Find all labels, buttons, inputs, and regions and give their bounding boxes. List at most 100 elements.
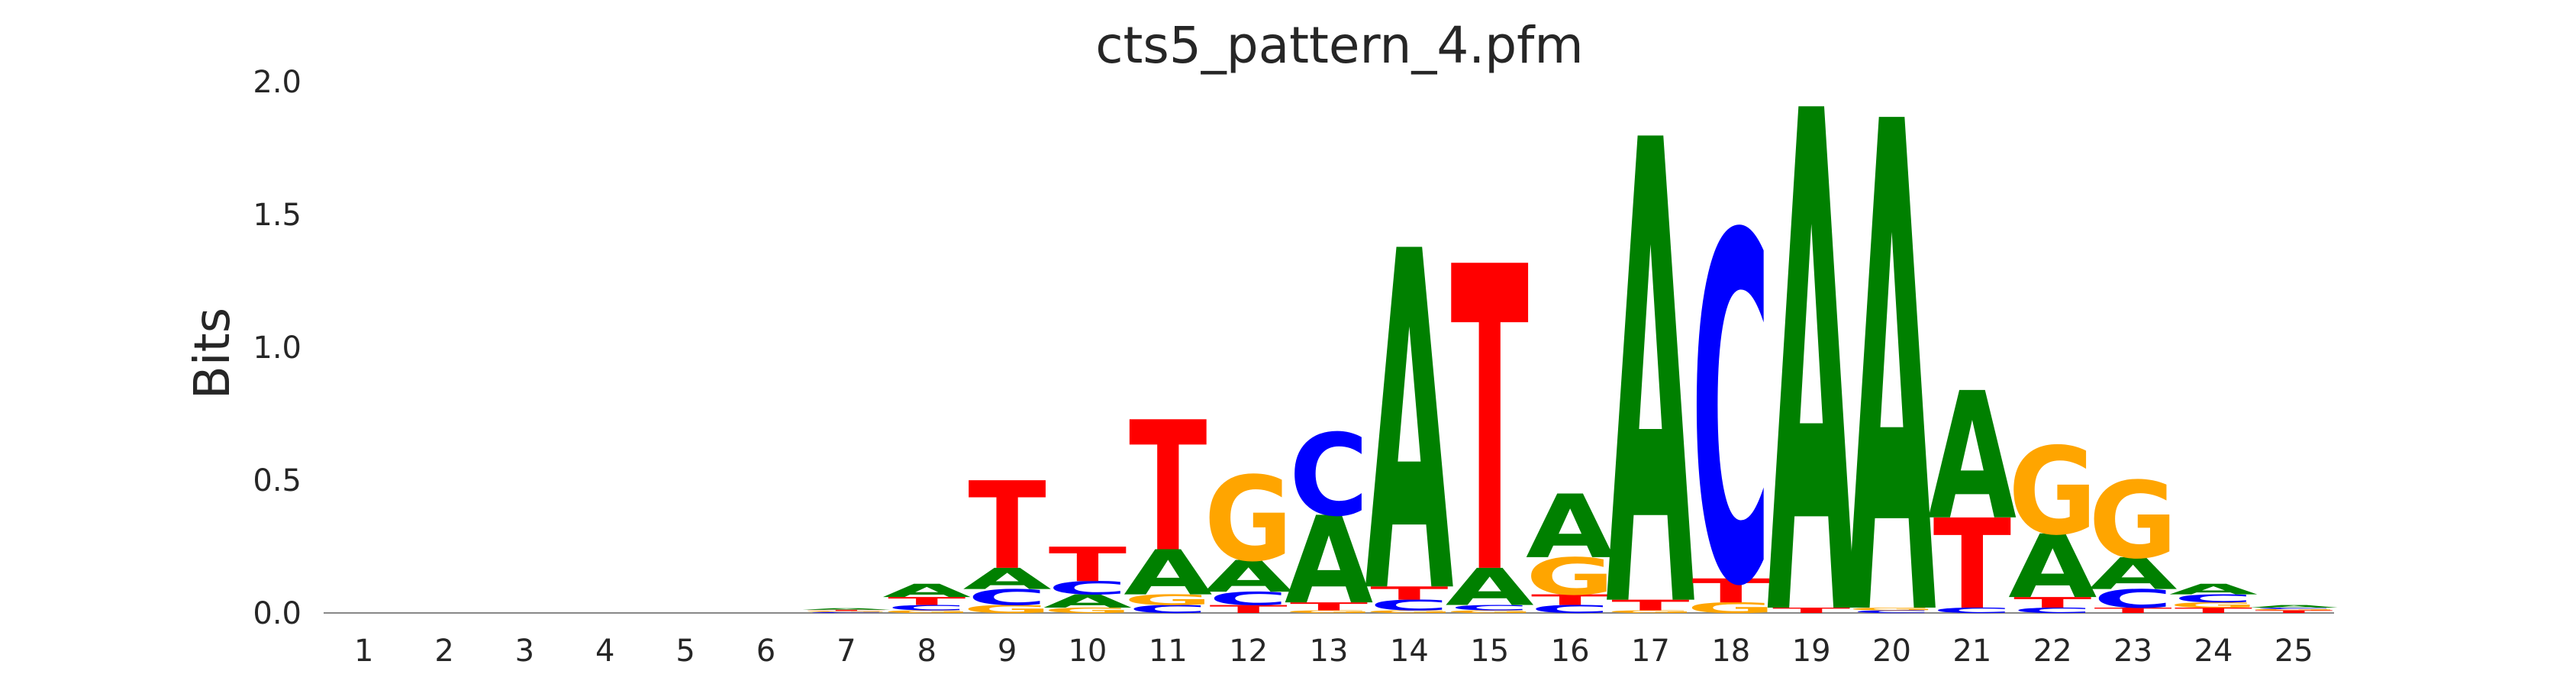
x-tick-label: 21 [1952, 634, 1991, 669]
logo-letter-a: A [1043, 591, 1132, 612]
logo-letter-a: A [1526, 476, 1614, 578]
logo-letter-a: A [1928, 355, 2017, 559]
x-tick-label: 22 [2033, 634, 2072, 669]
logo-letter-g: G [1847, 607, 1936, 611]
y-tick-label: 2.0 [253, 65, 301, 100]
x-tick-label: 12 [1229, 634, 1268, 669]
logo-letter-c: C [968, 585, 1047, 610]
logo-letter-c: C [807, 611, 886, 613]
logo-letter-g: G [882, 610, 971, 614]
x-tick-label: 7 [837, 634, 856, 669]
logo-letter-g: G [2249, 608, 2338, 611]
logo-letter-t: T [2094, 606, 2171, 614]
x-tick-label: 1 [354, 634, 373, 669]
logo-letter-a: A [2169, 581, 2258, 598]
x-tick-label: 13 [1310, 634, 1349, 669]
logo-letter-c: C [1933, 606, 2012, 614]
logo-letter-c: C [1852, 610, 1932, 614]
y-tick-label: 0.5 [253, 463, 301, 498]
chart-title: cts5_pattern_4.pfm [1095, 16, 1583, 75]
x-tick-label: 14 [1390, 634, 1429, 669]
x-tick-label: 6 [756, 634, 775, 669]
logo-letter-g: G [802, 611, 891, 612]
logo-letter-g: G [962, 603, 1051, 616]
logo-letter-a: A [2008, 517, 2097, 618]
logo-letter-t: T [1209, 603, 1288, 616]
logo-letter-a: A [1124, 537, 1212, 609]
x-axis-ticks: 1 2 3 4 5 6 7 8 9 10 11 12 13 14 15 16 17 18 19 20 21 22 23 24 2… [354, 634, 2313, 669]
logo-letter-t: T [1933, 493, 2011, 637]
x-tick-label: 24 [2194, 634, 2233, 669]
logo-letter-g: G [2008, 422, 2097, 562]
logo-letter-t: T [808, 609, 885, 611]
x-tick-label: 19 [1792, 634, 1831, 669]
logo-letter-g: G [2089, 459, 2178, 582]
logo-letter-c: C [1209, 588, 1288, 609]
x-tick-label: 20 [1872, 634, 1911, 669]
logo-letter-t: T [888, 595, 966, 608]
y-axis-label: Bits [185, 308, 241, 399]
logo-letter-g: G [1687, 599, 1775, 616]
x-tick-label: 25 [2275, 634, 2313, 669]
logo-letter-a: A [2089, 549, 2178, 599]
logo-letter-a: A [2249, 605, 2338, 609]
logo-letter-a: A [1606, 10, 1695, 687]
logo-letter-a: A [1767, 0, 1856, 687]
logo-letter-t: T [1611, 597, 1689, 614]
logo-letter-c: C [887, 604, 966, 612]
x-tick-label: 9 [998, 634, 1017, 669]
logo-letter-c: C [2254, 608, 2333, 610]
x-tick-label: 16 [1551, 634, 1590, 669]
x-tick-label: 23 [2113, 634, 2152, 669]
logo-letter-a: A [1204, 551, 1293, 602]
logo-letter-c: C [2174, 592, 2253, 605]
logo-letter-g: G [1606, 610, 1694, 614]
logo-letter-g: G [1204, 451, 1293, 587]
logo-letter-t: T [1370, 583, 1448, 605]
logo-letter-c: C [1128, 603, 1207, 616]
logo-letter-g: G [1043, 606, 1132, 614]
logo-letter-t: T [2255, 610, 2333, 614]
y-axis-ticks: 0.0 0.5 1.0 1.5 2.0 [253, 65, 301, 631]
logo-letter-g: G [1446, 610, 1534, 614]
x-tick-label: 15 [1470, 634, 1509, 669]
y-tick-label: 0.0 [253, 596, 301, 631]
logo-letter-g: G [1365, 610, 1453, 614]
logo-letter-g: G [1526, 547, 1614, 607]
x-tick-label: 4 [595, 634, 614, 669]
logo-letter-a: A [882, 580, 971, 602]
y-tick-label: 1.0 [253, 331, 301, 366]
logo-letter-c: C [1289, 411, 1369, 542]
logo-letter-g: G [1285, 610, 1373, 614]
logo-letter-c: C [1530, 603, 1610, 616]
logo-letter-c: C [1048, 578, 1127, 599]
logo-letter-t: T [1772, 606, 1850, 614]
logo-letter-g: G [1124, 592, 1212, 608]
logo-letter-t: T [1531, 592, 1609, 608]
logo-letter-t: T [2175, 606, 2252, 614]
logo-letter-c: C [1691, 136, 1771, 687]
x-tick-label: 17 [1631, 634, 1670, 669]
logo-letter-c: C [2013, 606, 2092, 614]
x-tick-label: 2 [434, 634, 453, 669]
logo-letter-a: A [1847, 0, 1936, 687]
logo-letter-c: C [1369, 597, 1449, 614]
logo-letter-t: T [1290, 600, 1369, 613]
logo-letter-t: T [1129, 385, 1207, 592]
logo-letter-t: T [2013, 595, 2091, 611]
y-tick-label: 1.5 [253, 198, 301, 233]
x-tick-label: 11 [1149, 634, 1188, 669]
x-tick-label: 3 [515, 634, 534, 669]
logo-letter-g: G [2169, 601, 2258, 609]
x-tick-label: 8 [917, 634, 936, 669]
logo-letter-t: T [1451, 179, 1530, 666]
logo-letter-c: C [1450, 604, 1530, 612]
logo-letter-c: C [2094, 585, 2173, 614]
x-tick-label: 5 [675, 634, 695, 669]
logo-letter-a: A [962, 562, 1052, 596]
logo-letter-t: T [1049, 537, 1127, 592]
x-tick-label: 18 [1711, 634, 1750, 669]
logo-letter-a: A [1446, 558, 1534, 618]
